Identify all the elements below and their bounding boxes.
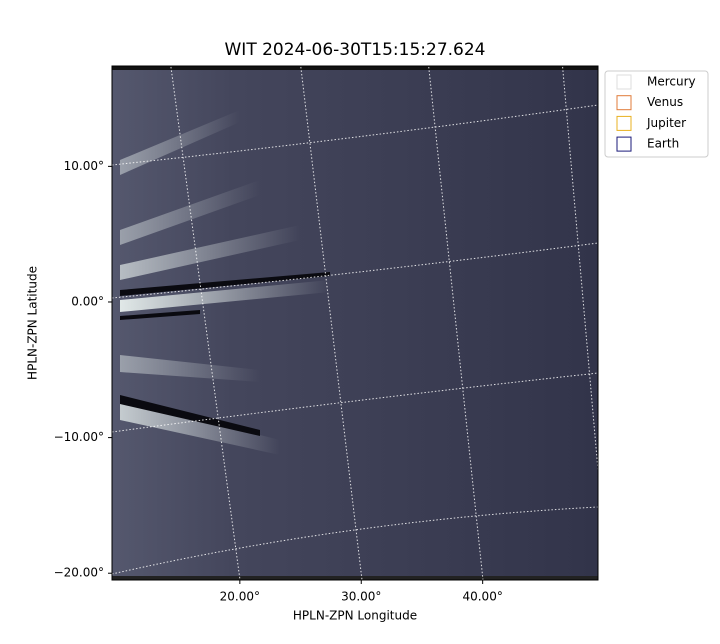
x-tick-label: 30.00°	[341, 590, 381, 604]
legend-label: Earth	[647, 137, 679, 151]
chart-title: WIT 2024-06-30T15:15:27.624	[225, 40, 486, 60]
y-axis-label: HPLN-ZPN Latitude	[26, 266, 40, 380]
y-tick-label: 0.00°	[71, 294, 104, 308]
legend-swatch	[616, 115, 632, 131]
y-tick-label: 10.00°	[64, 159, 104, 173]
x-tick-label: 40.00°	[462, 590, 502, 604]
legend-swatch	[616, 95, 632, 111]
y-tick-label: −20.00°	[54, 566, 104, 580]
legend-label: Jupiter	[646, 116, 686, 130]
legend-swatch	[616, 136, 632, 152]
y-tick-label: −10.00°	[54, 430, 104, 444]
legend-swatch	[616, 74, 632, 90]
x-axis-label: HPLN-ZPN Longitude	[293, 609, 417, 623]
x-tick-label: 20.00°	[220, 590, 260, 604]
legend-label: Venus	[647, 95, 683, 109]
legend	[604, 70, 709, 158]
image	[112, 66, 598, 580]
legend-label: Mercury	[647, 75, 696, 89]
plot-frame	[111, 65, 599, 581]
